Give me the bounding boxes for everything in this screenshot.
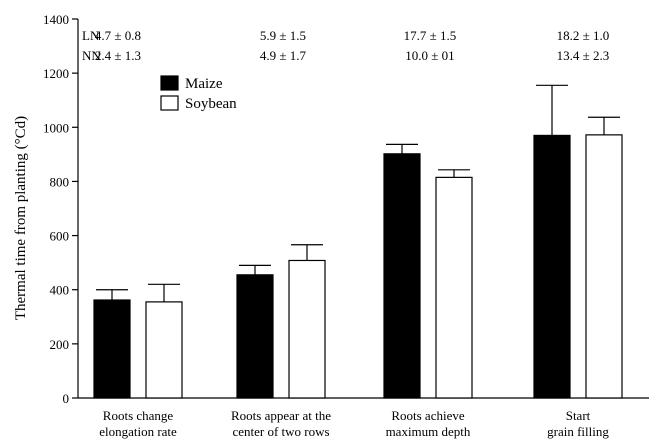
bar-soybean xyxy=(145,301,183,399)
stat-value: 4.7 ± 0.8 xyxy=(95,28,141,43)
stat-row-label: LN xyxy=(82,28,100,43)
legend: Maize Soybean xyxy=(160,75,237,112)
bar-maize xyxy=(383,153,421,399)
legend-label: Soybean xyxy=(185,96,237,112)
bars xyxy=(93,134,623,399)
y-axis-title: Thermal time from planting (°Cd) xyxy=(13,116,29,320)
stat-value: 4.9 ± 1.7 xyxy=(260,48,307,63)
legend-swatch-soybean xyxy=(160,95,179,111)
y-tick-label: 1000 xyxy=(43,120,69,135)
legend-label: Maize xyxy=(185,76,223,92)
x-tick-label: Roots change elongation rate xyxy=(99,408,177,439)
bar-soybean xyxy=(435,176,473,399)
y-tick-label: 1200 xyxy=(43,66,69,81)
stat-value: 13.4 ± 2.3 xyxy=(557,48,610,63)
stat-value: 17.7 ± 1.5 xyxy=(404,28,457,43)
x-tick-label: Start grain filling xyxy=(547,408,609,439)
bar-soybean xyxy=(288,259,326,399)
category-labels: Roots change elongation rate Roots appear … xyxy=(99,408,609,439)
stat-value: 10.0 ± 01 xyxy=(405,48,454,63)
x-tick-label-line: center of two rows xyxy=(232,424,329,439)
stat-value: 2.4 ± 1.3 xyxy=(95,48,141,63)
x-tick-label-line: elongation rate xyxy=(99,424,177,439)
x-tick-label-line: grain filling xyxy=(547,424,609,439)
y-tick-label: 200 xyxy=(50,337,70,352)
y-tick-label: 0 xyxy=(63,391,70,406)
y-tick-label: 400 xyxy=(50,283,70,298)
y-tick-label: 600 xyxy=(50,229,70,244)
stat-annotations: LN4.7 ± 0.8 5.9 ± 1.5 17.7 ± 1.5 18.2 ± 1.0… xyxy=(82,28,609,63)
bar-maize xyxy=(533,134,571,399)
y-ticks: 0 200 400 600 800 1000 1200 1400 xyxy=(43,12,78,406)
legend-swatch-maize xyxy=(160,75,179,91)
x-tick-label: Roots achieve maximum depth xyxy=(386,408,471,439)
bar-maize xyxy=(236,274,274,399)
stat-value: 5.9 ± 1.5 xyxy=(260,28,306,43)
y-tick-label: 800 xyxy=(50,174,70,189)
x-tick-label-line: Roots achieve xyxy=(391,408,465,423)
error-bars xyxy=(96,84,620,302)
x-tick-label-line: maximum depth xyxy=(386,424,471,439)
y-tick-label: 1400 xyxy=(43,12,69,27)
x-tick-label: Roots appear at the center of two rows xyxy=(231,408,331,439)
x-tick-label-line: Roots appear at the xyxy=(231,408,331,423)
bar-maize xyxy=(93,299,131,399)
bar-soybean xyxy=(585,134,623,399)
x-tick-label-line: Roots change xyxy=(103,408,174,423)
stat-value: 18.2 ± 1.0 xyxy=(557,28,610,43)
stat-row-label: NN xyxy=(82,48,101,63)
x-tick-label-line: Start xyxy=(566,408,591,423)
